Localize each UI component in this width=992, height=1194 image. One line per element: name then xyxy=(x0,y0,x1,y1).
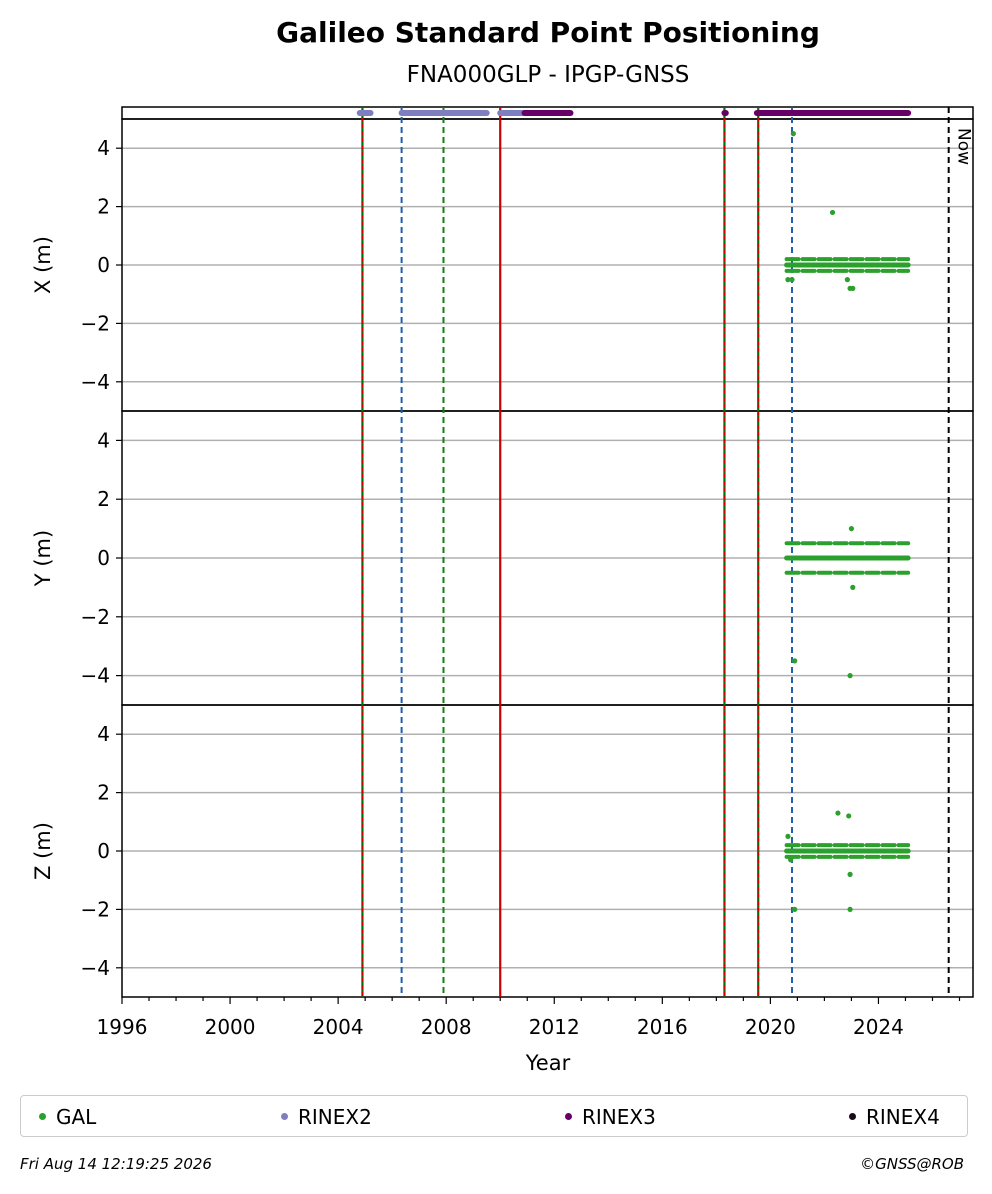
now-label: Now xyxy=(954,128,974,165)
legend-label-rinex4: RINEX4 xyxy=(866,1105,940,1129)
legend-item-rinex4: RINEX4 xyxy=(849,1106,940,1128)
gal-point xyxy=(847,906,853,913)
gal-point xyxy=(846,813,852,819)
y-tick-label: −2 xyxy=(81,897,110,921)
availability-frame xyxy=(121,106,974,120)
y-tick-label: −4 xyxy=(81,664,110,688)
legend-label-rinex3: RINEX3 xyxy=(582,1105,656,1129)
x-tick-label: 2024 xyxy=(853,1015,904,1039)
x-tick-label: 2000 xyxy=(205,1015,256,1039)
gal-point xyxy=(790,131,796,137)
x-tick-label: 2004 xyxy=(313,1015,364,1039)
gal-point xyxy=(847,673,853,679)
legend-marker-rinex2 xyxy=(281,1113,288,1120)
gal-point xyxy=(844,277,850,283)
y-tick-label: 4 xyxy=(97,136,110,160)
legend-marker-gal xyxy=(39,1113,46,1120)
y-tick-label: 0 xyxy=(97,546,110,570)
chart-subtitle: FNA000GLP - IPGP-GNSS xyxy=(407,62,690,88)
footer-copyright: ©GNSS@ROB xyxy=(860,1155,964,1173)
y-tick-label: 0 xyxy=(97,839,110,863)
x-tick-label: 1996 xyxy=(97,1015,148,1039)
footer-timestamp: Fri Aug 14 12:19:25 2026 xyxy=(20,1155,212,1173)
chart: Galileo Standard Point Positioning FNA00… xyxy=(31,16,974,1075)
x-tick-label: 2020 xyxy=(745,1015,796,1039)
legend: GAL RINEX2 RINEX3 RINEX4 xyxy=(20,1095,968,1137)
gal-point xyxy=(792,658,798,664)
gal-point xyxy=(785,833,791,840)
y-axis-label: Z (m) xyxy=(31,822,55,880)
y-tick-label: 2 xyxy=(97,487,110,511)
panel-frame xyxy=(121,704,974,998)
y-tick-label: −2 xyxy=(81,311,110,335)
legend-item-gal: GAL xyxy=(39,1106,96,1128)
x-tick-label: 2016 xyxy=(637,1015,688,1039)
gal-point xyxy=(835,810,841,816)
x-tick-label: 2008 xyxy=(421,1015,472,1039)
gal-point xyxy=(792,906,798,913)
gal-point xyxy=(789,277,795,283)
y-axis-label: X (m) xyxy=(31,236,55,294)
y-tick-label: 4 xyxy=(97,722,110,746)
legend-item-rinex3: RINEX3 xyxy=(565,1106,656,1128)
y-tick-label: 2 xyxy=(97,781,110,805)
y-tick-label: 4 xyxy=(97,428,110,452)
gal-point xyxy=(788,857,794,863)
legend-label-gal: GAL xyxy=(56,1105,97,1129)
gal-point xyxy=(847,871,853,877)
legend-marker-rinex4 xyxy=(849,1113,856,1120)
gal-point xyxy=(848,526,855,532)
y-tick-label: −4 xyxy=(81,956,110,980)
y-tick-label: 2 xyxy=(97,195,110,219)
gal-point xyxy=(785,277,791,283)
legend-item-rinex2: RINEX2 xyxy=(281,1106,372,1128)
x-axis-label: Year xyxy=(525,1051,571,1075)
y-tick-label: −2 xyxy=(81,605,110,629)
x-tick-label: 2012 xyxy=(529,1015,580,1039)
legend-marker-rinex3 xyxy=(565,1113,572,1120)
y-axis-label: Y (m) xyxy=(31,530,55,587)
gal-point xyxy=(829,209,836,216)
legend-label-rinex2: RINEX2 xyxy=(298,1105,372,1129)
plot-area: 4 2 0 −2 −4 X (m) 4 2 0 −2 −4 Y (m) 4 2 0 −2 −4 Z (m) 1996… xyxy=(31,106,974,1039)
y-tick-label: −4 xyxy=(81,370,110,394)
chart-title: Galileo Standard Point Positioning xyxy=(276,16,820,49)
gal-point xyxy=(850,584,856,591)
gal-point xyxy=(850,285,856,291)
y-tick-label: 0 xyxy=(97,253,110,277)
